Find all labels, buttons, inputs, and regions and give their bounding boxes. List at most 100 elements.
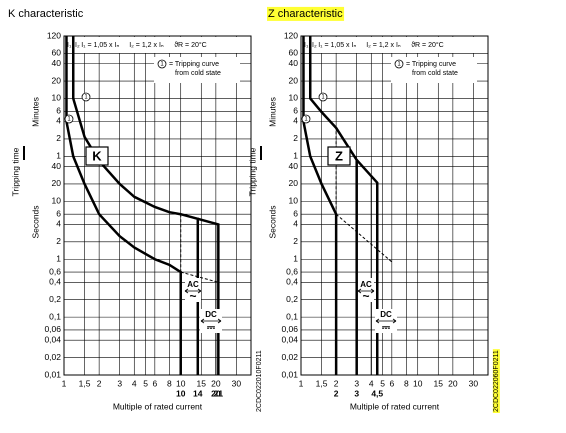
y-tick-label: 0,02 [281, 352, 298, 362]
x-tick-label: 20 [211, 378, 221, 388]
header-text: I₂ = 1,2 x Iₙ [366, 42, 401, 49]
dc-symbol: ⎓ [382, 323, 390, 334]
header-text: I₁ = 1,05 x Iₙ [318, 42, 356, 49]
rated-tick-label: 20 [211, 388, 221, 398]
note-marker-circle [394, 59, 404, 69]
curve-label-box [85, 146, 109, 166]
y-tick-label: 0,04 [44, 334, 61, 344]
x-tick-label: 5 [380, 378, 385, 388]
y-tick-label: 0,1 [286, 311, 298, 321]
y-tick-label: 6 [56, 208, 61, 218]
title-highlight [267, 6, 345, 21]
curve-marker: 1 [304, 117, 308, 123]
y-tick-label: 20 [289, 75, 299, 85]
y-unit-label: Seconds [30, 205, 40, 238]
y-tick-label: 6 [56, 106, 61, 116]
current-label: I₂ [312, 42, 317, 49]
dc-arrow [200, 318, 222, 324]
ac-label: AC [187, 280, 199, 289]
code-highlight [492, 349, 500, 413]
y-axis-bar [260, 146, 262, 160]
y-tick-label: 40 [289, 58, 299, 68]
ac-box [358, 278, 374, 302]
note-text: = Tripping curve [406, 61, 456, 68]
y-tick-label: 20 [289, 178, 299, 188]
curve-label: Z [335, 148, 343, 163]
x-axis-label: Multiple of rated current [350, 401, 440, 411]
y-tick-label: 1 [56, 151, 61, 161]
x-tick-label: 10 [176, 378, 186, 388]
note-box [154, 57, 240, 83]
x-tick-label: 6 [152, 378, 157, 388]
rated-tick-label: 4,5 [371, 388, 383, 398]
header-box [314, 37, 487, 53]
x-tick-label: 5 [143, 378, 148, 388]
x-tick-label: 4 [369, 378, 374, 388]
y-tick-label: 4 [293, 219, 298, 229]
chart-title: Z characteristic [268, 8, 343, 20]
y-tick-label: 20 [52, 75, 62, 85]
ac-box [185, 278, 201, 302]
curve-marker-circle [64, 114, 74, 124]
figure-code: 2CDC022010F0211 [256, 350, 263, 412]
y-tick-label: 1 [293, 253, 298, 263]
dc-label: DC [380, 310, 392, 319]
y-tick-label: 0,6 [49, 266, 61, 276]
y-tick-label: 0,01 [44, 369, 61, 379]
chart-title: K characteristic [8, 8, 84, 20]
y-tick-label: 6 [293, 106, 298, 116]
header-text: ϑR = 20°C [411, 41, 444, 49]
y-tick-label: 0,4 [49, 277, 61, 287]
y-tick-label: 120 [47, 30, 61, 40]
y-tick-label: 40 [52, 58, 62, 68]
current-label: I₁ [67, 42, 72, 49]
x-tick-label: 1,5 [79, 378, 91, 388]
ac-label: AC [360, 280, 372, 289]
y-tick-label: 10 [52, 93, 62, 103]
dc-arrow [375, 318, 397, 324]
dc-label: DC [205, 310, 217, 319]
x-tick-label: 15 [197, 378, 207, 388]
y-tick-label: 2 [293, 133, 298, 143]
y-axis-bar [23, 146, 25, 160]
curve-marker: 1 [84, 95, 88, 101]
note-marker-circle [157, 59, 167, 69]
y-tick-label: 40 [289, 161, 299, 171]
y-tick-label: 1 [293, 151, 298, 161]
curve-marker-circle [318, 92, 328, 102]
x-tick-label: 10 [413, 378, 423, 388]
chart-panel: Z characteristic120604020106421402010642… [247, 6, 500, 413]
rated-tick-label: 14 [193, 388, 203, 398]
y-tick-label: 10 [289, 93, 299, 103]
header-text: I₂ = 1,2 x Iₙ [129, 42, 164, 49]
y-tick-label: 0,06 [281, 324, 298, 334]
x-tick-label: 6 [389, 378, 394, 388]
note-text: from cold state [175, 70, 221, 77]
x-tick-label: 1 [299, 378, 304, 388]
header-box [77, 37, 250, 53]
plot-frame [300, 35, 489, 376]
x-tick-label: 8 [167, 378, 172, 388]
note-marker: 1 [397, 62, 401, 68]
curve-label: K [92, 148, 102, 163]
x-tick-label: 3 [117, 378, 122, 388]
current-label: I₂ [75, 42, 80, 49]
x-tick-label: 4 [132, 378, 137, 388]
y-tick-label: 20 [52, 178, 62, 188]
y-tick-label: 120 [284, 30, 298, 40]
ac-symbol: ~ [362, 289, 369, 303]
y-unit-label: Minutes [267, 97, 277, 127]
y-tick-label: 2 [293, 236, 298, 246]
note-text: = Tripping curve [169, 61, 219, 68]
x-tick-label: 30 [469, 378, 479, 388]
ac-symbol: ~ [189, 289, 196, 303]
rated-tick-label: 3 [354, 388, 359, 398]
curve-marker: 1 [321, 95, 325, 101]
y-axis-label: Tripping time [247, 147, 257, 196]
ac-arrow [357, 288, 375, 294]
curve [308, 36, 358, 375]
curve [180, 271, 219, 283]
curve-marker-circle [81, 92, 91, 102]
x-tick-label: 1,5 [316, 378, 328, 388]
